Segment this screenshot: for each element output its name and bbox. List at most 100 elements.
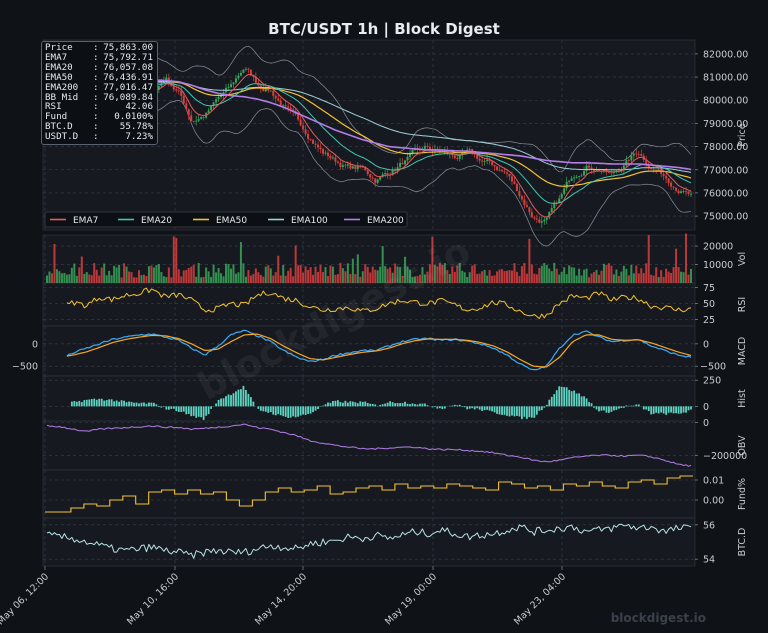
volume-bar [182, 270, 185, 283]
volume-bar [625, 268, 628, 283]
candle-body [207, 110, 210, 113]
candle-body [262, 88, 265, 92]
candle-body [379, 176, 382, 180]
volume-bar [655, 267, 658, 283]
hist-bar [257, 406, 260, 409]
volume-bar [167, 267, 170, 283]
volume-bar [565, 274, 568, 283]
volume-bar [289, 267, 292, 283]
volume-bar [326, 275, 329, 283]
candle-body [690, 193, 692, 195]
hist-bar [473, 406, 476, 410]
volume-bar [433, 264, 436, 283]
volume-bar [560, 271, 563, 283]
hist-bar [650, 406, 653, 415]
volume-bar [227, 264, 230, 283]
candle-body [506, 172, 508, 174]
candle-body [259, 85, 262, 89]
legend-label: EMA7 [73, 216, 98, 226]
y-tick-label: 10000 [703, 260, 733, 271]
hist-bar [615, 406, 618, 410]
candle-body [165, 77, 168, 82]
candle-body [458, 155, 461, 159]
candle-body [309, 138, 312, 140]
candle-body [622, 165, 625, 171]
volume-bar [83, 273, 86, 283]
candle-body [632, 153, 635, 156]
candle-body [404, 160, 407, 165]
y-tick-label: 80000.00 [703, 96, 748, 107]
volume-bar [309, 267, 312, 283]
volume-bar [50, 273, 53, 283]
hist-bar [304, 406, 307, 416]
hist-bar [287, 406, 290, 418]
volume-bar [284, 275, 287, 283]
y-tick-label: 0.01 [703, 476, 724, 487]
candle-body [565, 181, 568, 189]
info-key: BTC.D [45, 121, 73, 133]
y-tick-label: 25 [703, 315, 715, 326]
hist-bar [511, 406, 513, 416]
candle-body [535, 218, 538, 220]
chart-title: BTC/USDT 1h | Block Digest [268, 20, 500, 38]
candle-body [247, 68, 250, 70]
volume-bar [538, 267, 541, 283]
volume-bar [453, 271, 456, 283]
volume-bar [123, 263, 126, 283]
info-row: BTC.D: 55.78% [45, 122, 157, 132]
candle-body [175, 89, 178, 91]
y-tick-label: 76000.00 [703, 188, 748, 199]
volume-bar [506, 270, 508, 283]
hist-bar [543, 406, 546, 408]
volume-bar [351, 258, 354, 283]
info-row: USDT.D: 7.23% [45, 132, 157, 142]
hist-bar [202, 406, 205, 420]
hist-bar [555, 390, 558, 407]
candle-body [351, 166, 354, 169]
hist-bar [284, 406, 287, 417]
info-box: Price:75,863.00 EMA7:75,792.71 EMA20:76,05… [41, 41, 158, 145]
hist-bar [525, 406, 528, 419]
hist-bar [90, 399, 93, 407]
candle-body [672, 186, 675, 188]
volume-bar [617, 276, 620, 283]
candle-body [411, 149, 414, 154]
y-tick-label: 56 [703, 520, 715, 531]
hist-bar [118, 401, 121, 407]
hist-bar [578, 393, 581, 407]
hist-bar [414, 404, 416, 407]
volume-bar [466, 277, 469, 283]
volume-bar [361, 271, 364, 283]
hist-bar [416, 404, 419, 407]
hist-bar [140, 402, 143, 407]
candle-body [483, 161, 486, 162]
volume-bar [68, 274, 71, 283]
volume-bar [610, 265, 613, 283]
hist-bar [483, 406, 486, 411]
panel-fund [42, 469, 696, 519]
volume-bar [90, 275, 93, 283]
hist-bar [627, 405, 630, 407]
candle-body [612, 172, 615, 174]
volume-bar [65, 274, 68, 283]
volume-bar [418, 274, 421, 283]
hist-bar [533, 406, 536, 418]
info-key: EMA7 [45, 51, 68, 63]
y-tick-label: 54 [703, 555, 715, 566]
hist-bar [249, 397, 252, 407]
hist-bar [157, 406, 160, 408]
volume-bar [346, 263, 349, 283]
info-key: EMA20 [45, 61, 73, 73]
info-sep: : [93, 101, 99, 113]
info-key: BB Mid [45, 91, 79, 103]
hist-bar [453, 404, 456, 407]
info-sep: : [93, 121, 99, 133]
hist-bar [227, 394, 230, 407]
candle-body [607, 171, 610, 173]
candle-body [520, 196, 523, 200]
info-key: EMA200 [45, 81, 79, 93]
hist-bar [225, 396, 227, 407]
info-row: EMA200:77,016.47 [45, 81, 157, 93]
volume-bar [463, 272, 466, 283]
hist-bar [677, 406, 680, 414]
